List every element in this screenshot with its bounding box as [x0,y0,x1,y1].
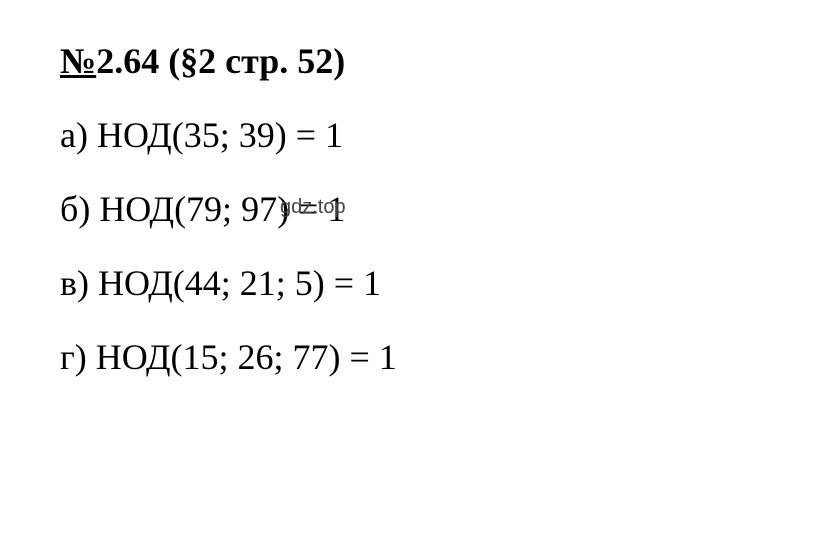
line-letter: а) [60,115,88,155]
section-reference: (§2 стр. 52) [159,41,345,81]
problem-number: 2.64 [96,41,159,81]
line-letter: в) [60,263,89,303]
solution-line-g: г) НОД(15; 26; 77) = 1 [60,336,758,378]
line-letter: г) [60,337,87,377]
solution-line-v: в) НОД(44; 21; 5) = 1 [60,262,758,304]
number-prefix: № [60,41,96,81]
line-expression: НОД(44; 21; 5) = 1 [89,263,381,303]
line-expression: НОД(15; 26; 77) = 1 [87,337,397,377]
solution-line-b: б) НОД(79; 97) = 1 [60,188,758,230]
watermark: gdz.top [280,196,346,219]
line-expression: НОД(35; 39) = 1 [88,115,343,155]
solution-line-a: а) НОД(35; 39) = 1 [60,114,758,156]
line-letter: б) [60,189,90,229]
problem-header: №2.64 (§2 стр. 52) [60,40,758,82]
